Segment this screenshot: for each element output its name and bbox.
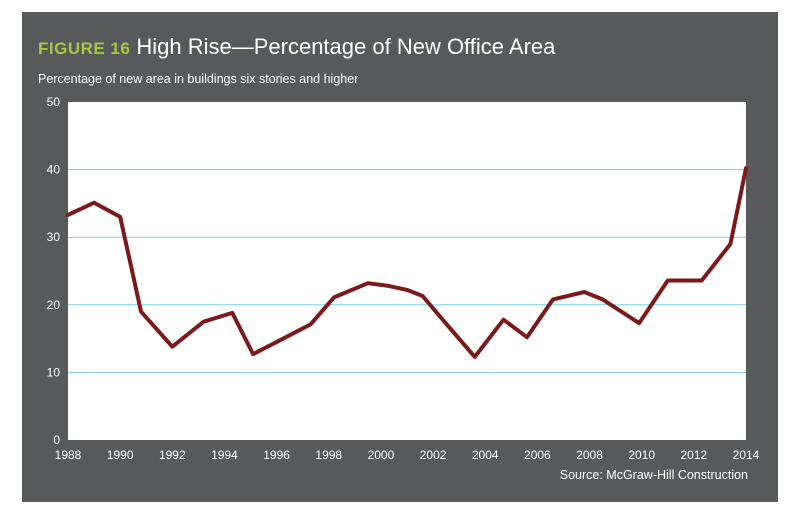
y-tick-label: 50 <box>47 95 61 109</box>
line-chart: 0 10 20 30 40 50 1988 1990 1992 1994 1996 1998 2000 2… <box>47 95 760 462</box>
x-tick-label: 2002 <box>420 448 447 462</box>
x-tick-label: 1996 <box>263 448 290 462</box>
x-tick-label: 2012 <box>680 448 707 462</box>
y-tick-label: 20 <box>47 298 61 312</box>
x-tick-label: 1994 <box>211 448 238 462</box>
chart-panel: FIGURE 16 High Rise—Percentage of New Off… <box>22 12 778 502</box>
x-tick-label: 2014 <box>733 448 760 462</box>
chart-subtitle: Percentage of new area in buildings six … <box>38 72 359 86</box>
x-tick-label: 2010 <box>628 448 655 462</box>
figure-title: FIGURE 16 High Rise—Percentage of New Off… <box>38 34 555 60</box>
x-tick-label: 1998 <box>315 448 342 462</box>
source-note: Source: McGraw-Hill Construction <box>559 468 748 482</box>
x-tick-label: 2008 <box>576 448 603 462</box>
y-tick-label: 0 <box>53 433 60 447</box>
plot-area <box>68 102 746 440</box>
x-tick-label: 1988 <box>55 448 82 462</box>
y-tick-label: 40 <box>47 163 61 177</box>
chart-title: High Rise—Percentage of New Office Area <box>136 34 556 59</box>
y-tick-label: 30 <box>47 230 61 244</box>
figure-label: FIGURE 16 <box>38 39 131 58</box>
x-tick-label: 2006 <box>524 448 551 462</box>
x-tick-label: 2000 <box>368 448 395 462</box>
y-tick-label: 10 <box>47 365 61 379</box>
x-tick-label: 2004 <box>472 448 499 462</box>
x-tick-label: 1992 <box>159 448 186 462</box>
x-tick-label: 1990 <box>107 448 134 462</box>
